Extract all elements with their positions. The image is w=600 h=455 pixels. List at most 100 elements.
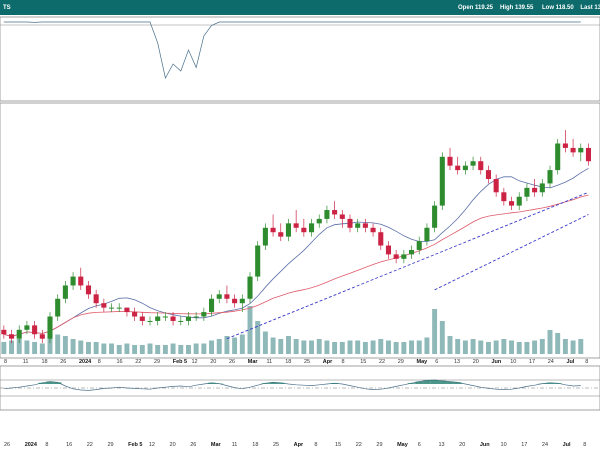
bottom-date-tick: 22 [356, 442, 362, 448]
volume-bar [32, 342, 37, 354]
bottom-date-tick: 20 [459, 442, 465, 448]
volume-bar [486, 342, 491, 354]
volume-bar [532, 341, 537, 355]
candle-body [224, 294, 229, 298]
bottom-date-tick: Apr [294, 442, 304, 448]
bottom-date-tick: 26 [4, 442, 10, 448]
candle-body [517, 197, 522, 206]
volume-bar [78, 341, 83, 355]
trendline-layer [227, 192, 589, 338]
date-tick: 20 [473, 359, 479, 365]
oscillator-fill [38, 383, 46, 384]
oscillator-fill [431, 380, 439, 384]
candle-body [401, 254, 406, 258]
candle-body [309, 223, 314, 232]
date-tick: 26 [60, 359, 66, 365]
candle-body [163, 317, 168, 318]
price-panel [0, 103, 600, 358]
bottom-date-tick: 6 [418, 442, 421, 448]
candle-body [194, 317, 199, 318]
bottom-date-tick: 20 [170, 442, 176, 448]
volume-bar [401, 342, 406, 354]
ohlc-item: Open 119.25 [458, 5, 494, 11]
volume-bar [517, 342, 522, 354]
volume-bar [371, 341, 376, 355]
volume-bar [94, 342, 99, 354]
bottom-date-tick: 25 [273, 442, 279, 448]
volume-bar [471, 339, 476, 354]
date-tick: 22 [135, 359, 141, 365]
candle-body [324, 210, 329, 219]
candle-body [247, 277, 252, 299]
volume-bar [201, 344, 206, 355]
candle-body [471, 161, 476, 165]
oscillator-fill [554, 383, 562, 384]
candle-body [386, 246, 391, 255]
candle-body [532, 188, 537, 192]
candle-body [555, 143, 560, 170]
bottom-date-tick: 29 [376, 442, 382, 448]
candle-body [501, 192, 506, 201]
volume-bar [109, 344, 114, 355]
volume-bar [278, 339, 283, 354]
bottom-date-tick: 16 [66, 442, 72, 448]
oscillator-fill [54, 382, 62, 384]
date-tick: 17 [529, 359, 535, 365]
bottom-date-tick: 17 [521, 442, 527, 448]
volume-bar [417, 341, 422, 355]
volume-bar [217, 339, 222, 354]
candle-body [209, 299, 214, 312]
volume-bar [24, 341, 29, 355]
ohlc-item: High 139.55 [500, 5, 534, 11]
date-tick: Mar [248, 359, 259, 365]
volume-bar [286, 336, 291, 354]
candle-body [494, 179, 499, 192]
volume-bar [71, 339, 76, 354]
candle-body [55, 299, 60, 317]
date-tick: Jun [492, 359, 502, 365]
volume-bar [378, 339, 383, 354]
volume-bar [248, 306, 253, 354]
bottom-date-tick: Jul [563, 442, 571, 448]
bottom-date-tick: 24 [542, 442, 548, 448]
volume-bar [540, 339, 545, 354]
top-indicator-layer [4, 22, 581, 78]
volume-bar [363, 342, 368, 354]
candle-body [294, 223, 299, 227]
volume-bar [132, 345, 137, 354]
bottom-date-tick: Jun [480, 442, 490, 448]
volume-bar [255, 321, 260, 354]
candle-body [255, 246, 260, 277]
volume-bar [40, 344, 45, 355]
date-tick: Jul [567, 359, 575, 365]
volume-bar [63, 336, 68, 354]
volume-bar [309, 341, 314, 355]
ma-fast-line [4, 168, 589, 336]
bottom-date-tick: 11 [232, 442, 238, 448]
bottom-date-tick: 26 [190, 442, 196, 448]
candle-body [509, 201, 514, 205]
date-tick: 6 [435, 359, 438, 365]
oscillator-fill [277, 383, 285, 384]
candle-body [478, 161, 483, 170]
candle-body [540, 183, 545, 192]
candle-body [240, 299, 245, 303]
oscillator-fill [454, 382, 462, 384]
candle-body [263, 228, 268, 246]
volume-bar [124, 344, 129, 355]
volume-bar [548, 330, 553, 354]
date-tick: Apr [323, 359, 333, 365]
date-tick: 11 [267, 359, 273, 365]
date-tick: 24 [548, 359, 554, 365]
candle-body [463, 166, 468, 170]
date-tick: Feb 5 [173, 359, 187, 365]
oscillator-fill [46, 382, 54, 384]
moving-average-layer [4, 168, 589, 336]
volume-bar [178, 345, 183, 354]
candle-body [178, 321, 183, 322]
oscillator-layer [0, 380, 600, 396]
volume-bar [386, 341, 391, 355]
volume-bar [209, 341, 214, 355]
